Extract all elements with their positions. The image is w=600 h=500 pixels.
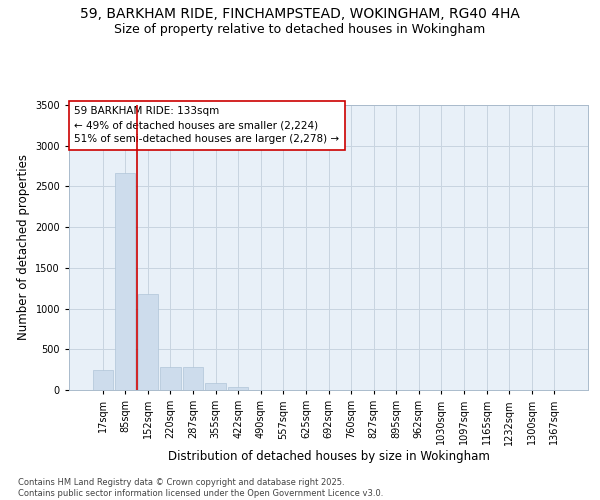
Bar [205,382,226,390]
Bar [115,172,136,390]
Text: 59, BARKHAM RIDE, FINCHAMPSTEAD, WOKINGHAM, RG40 4HA: 59, BARKHAM RIDE, FINCHAMPSTEAD, WOKINGH… [80,8,520,22]
Y-axis label: Number of detached properties: Number of detached properties [17,154,29,340]
Text: 59 BARKHAM RIDE: 133sqm
← 49% of detached houses are smaller (2,224)
51% of semi: 59 BARKHAM RIDE: 133sqm ← 49% of detache… [74,106,340,144]
Bar [92,370,113,390]
Text: Contains HM Land Registry data © Crown copyright and database right 2025.
Contai: Contains HM Land Registry data © Crown c… [18,478,383,498]
Bar [183,367,203,390]
Bar [138,294,158,390]
Text: Size of property relative to detached houses in Wokingham: Size of property relative to detached ho… [115,22,485,36]
Bar [228,386,248,390]
X-axis label: Distribution of detached houses by size in Wokingham: Distribution of detached houses by size … [167,450,490,463]
Bar [160,367,181,390]
